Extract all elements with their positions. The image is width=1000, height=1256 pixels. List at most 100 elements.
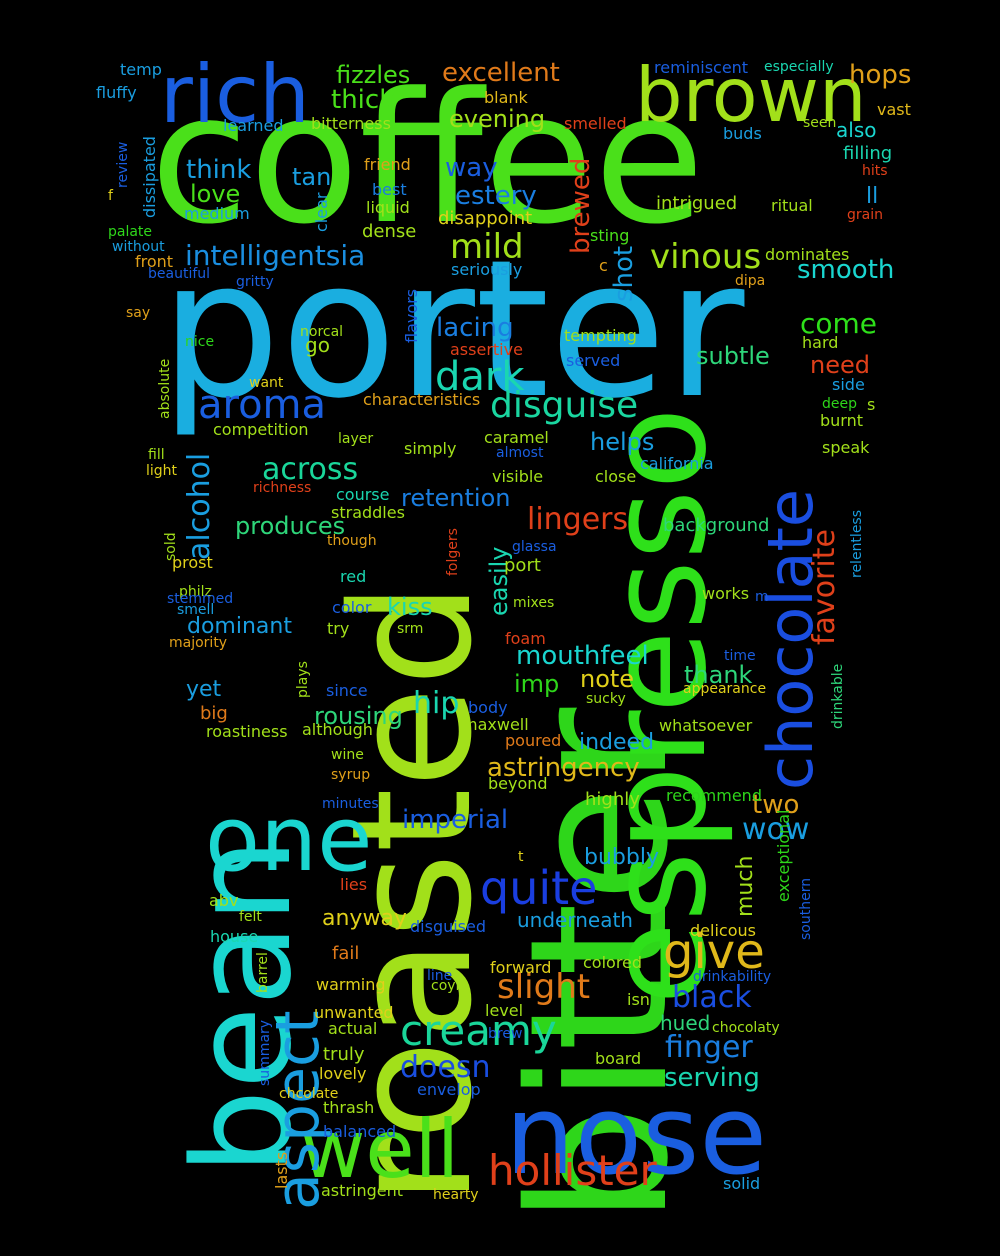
word-speak: speak [822,438,870,457]
word-intelligentsia: intelligentsia [185,239,366,272]
word-try: try [327,619,350,638]
word-wine: wine [331,747,364,763]
word-especially: especially [764,59,834,75]
word-seen: seen [803,115,837,131]
word-competition: competition [213,420,309,439]
word-sucky: sucky [586,691,626,707]
word-buds: buds [723,124,762,143]
word-highly: highly [585,789,640,810]
word-dipa: dipa [735,273,766,289]
word-chocolaty: chocolaty [712,1020,780,1036]
word-syrup: syrup [331,767,371,783]
word-characteristics: characteristics [363,390,481,409]
word-reminiscent: reminiscent [654,58,749,77]
word-kiss: kiss [387,593,433,621]
word-fluffy: fluffy [96,83,137,102]
word-srm: srm [397,621,424,637]
word-hard: hard [802,333,839,352]
word-lasts: lasts [272,1151,291,1189]
word-anyway: anyway [322,906,407,931]
word-actual: actual [328,1019,378,1038]
word-f: f [108,188,113,204]
word-mild: mild [450,227,524,267]
word-hollister: hollister [488,1146,657,1195]
word-norcal: norcal [300,324,344,340]
word-drinkable: drinkable [830,663,846,729]
word-nose: nose [505,1071,768,1199]
word-beautiful: beautiful [148,266,211,282]
word-seriously: seriously [451,260,523,279]
word-ll: ll [866,184,879,209]
word-level: level [485,1001,524,1020]
word-abv: abv [209,891,239,910]
word-astringency: astringency [487,753,640,783]
word-say: say [126,305,151,321]
word-fill: fill [148,447,165,463]
word-astringent: astringent [321,1181,403,1200]
word-straddles: straddles [331,503,405,522]
word-bitterness: bitterness [311,114,391,133]
word-tan: tan [292,163,332,191]
word-need: need [810,351,870,379]
word-thick: thick [331,85,395,115]
word-isn: isn [627,990,650,1009]
word-unwanted: unwanted [314,1003,394,1022]
word-big: big [200,703,228,724]
word-hearty: hearty [433,1187,479,1203]
word-light: light [146,463,178,479]
word-house: house [210,927,259,946]
word-temp: temp [120,60,162,79]
word-fizzles: fizzles [336,61,411,89]
word-lies: lies [340,875,368,894]
word-coyly: coyly [431,978,468,994]
word-wow: wow [742,812,810,847]
word-medium: medium [184,204,250,223]
word-philz: philz [179,584,212,600]
word-vast: vast [877,100,911,119]
word-imp: imp [514,670,560,698]
word-want: want [249,375,284,391]
word-warming: warming [316,975,386,994]
word-appearance: appearance [683,681,767,697]
word-sting: sting [590,226,630,245]
word-deep: deep [822,396,857,412]
word-lovely: lovely [319,1064,367,1083]
word-tempting: tempting [564,326,637,345]
word-summary: summary [257,1019,273,1086]
word-bubbly: bubbly [584,845,659,870]
word-alcohol: alcohol [182,452,217,560]
word-porter: porter [160,219,745,440]
word-lacing: lacing [436,313,514,343]
word-almost: almost [496,445,544,461]
word-much: much [733,855,758,917]
word-visible: visible [492,467,544,486]
word-time: time [724,648,756,664]
word-front: front [135,252,174,271]
word-hued: hued [660,1011,711,1035]
word-served: served [566,351,621,370]
word-majority: majority [169,635,228,651]
word-friend: friend [364,155,411,174]
word-without: without [112,239,165,255]
word-favorite: favorite [807,529,842,645]
word-prost: prost [172,553,213,572]
word-disguised: disguised [410,917,487,936]
word-board: board [595,1049,642,1068]
word-go: go [305,333,330,357]
word-doesn: doesn [400,1050,491,1085]
word-dense: dense [362,221,417,242]
word-creamy: creamy [400,1006,557,1055]
word-california: california [640,454,714,473]
word-southern: southern [798,877,814,940]
word-indeed: indeed [579,730,655,755]
word-learned: learned [223,116,284,135]
word-body: body [468,698,508,717]
word-whatsoever: whatsoever [659,716,753,735]
word-smell: smell [177,602,215,618]
word-dominates: dominates [765,245,850,264]
word-subtle: subtle [696,342,770,370]
word-underneath: underneath [517,908,633,932]
word-minutes: minutes [322,796,379,812]
word-evening: evening [449,105,546,133]
word-m: m [755,589,769,605]
